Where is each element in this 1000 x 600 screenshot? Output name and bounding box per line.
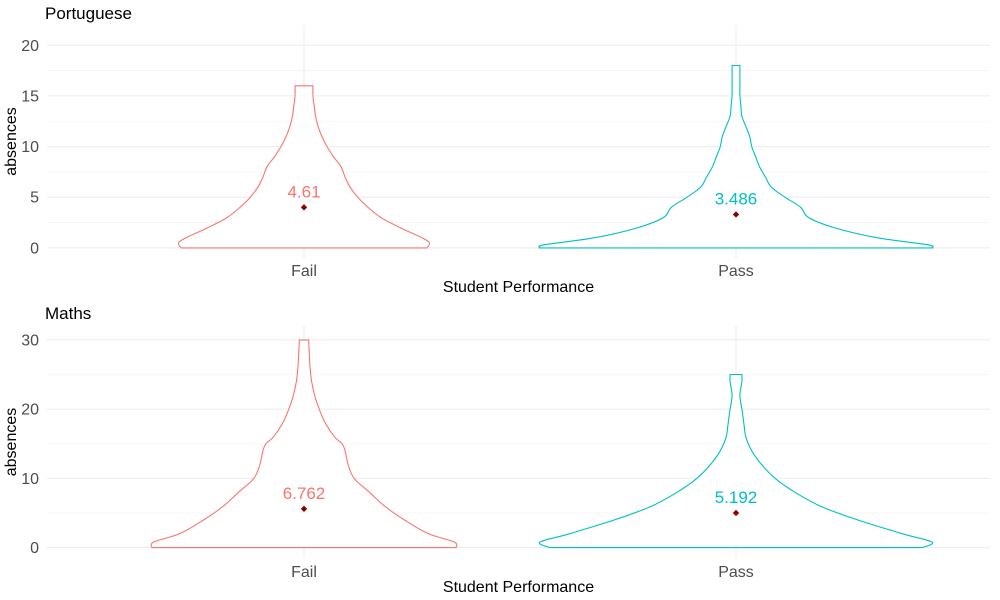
- mean-point-fail: [300, 204, 308, 211]
- x-tick-label: Pass: [718, 564, 754, 581]
- x-axis-title: Student Performance: [443, 579, 594, 596]
- y-tick-label: 15: [21, 88, 39, 105]
- violin-fail: [150, 339, 458, 549]
- mean-label-fail: 6.762: [283, 484, 326, 503]
- violin-pass: [538, 373, 934, 549]
- mean-label-fail: 4.61: [287, 182, 320, 201]
- x-tick-label: Fail: [291, 263, 317, 280]
- y-tick-label: 10: [21, 139, 39, 156]
- mean-label-pass: 5.192: [715, 488, 758, 507]
- y-tick-label: 0: [30, 240, 39, 257]
- mean-label-pass: 3.486: [715, 189, 758, 208]
- y-tick-label: 20: [21, 402, 39, 419]
- y-axis-title: absences: [3, 408, 20, 477]
- panel-title: Portuguese: [45, 4, 132, 23]
- mean-point-pass: [732, 211, 740, 218]
- x-tick-label: Pass: [718, 263, 754, 280]
- y-tick-label: 0: [30, 540, 39, 557]
- y-tick-label: 5: [30, 190, 39, 207]
- y-tick-label: 30: [21, 332, 39, 349]
- x-axis-title: Student Performance: [443, 279, 594, 296]
- x-tick-label: Fail: [291, 564, 317, 581]
- y-tick-label: 20: [21, 38, 39, 55]
- violin-fail: [177, 85, 431, 249]
- mean-point-pass: [732, 509, 740, 517]
- y-axis-title: absences: [3, 107, 20, 176]
- violin-pass: [538, 64, 934, 249]
- y-tick-label: 10: [21, 471, 39, 488]
- mean-point-fail: [300, 505, 308, 513]
- panel-title: Maths: [45, 304, 91, 323]
